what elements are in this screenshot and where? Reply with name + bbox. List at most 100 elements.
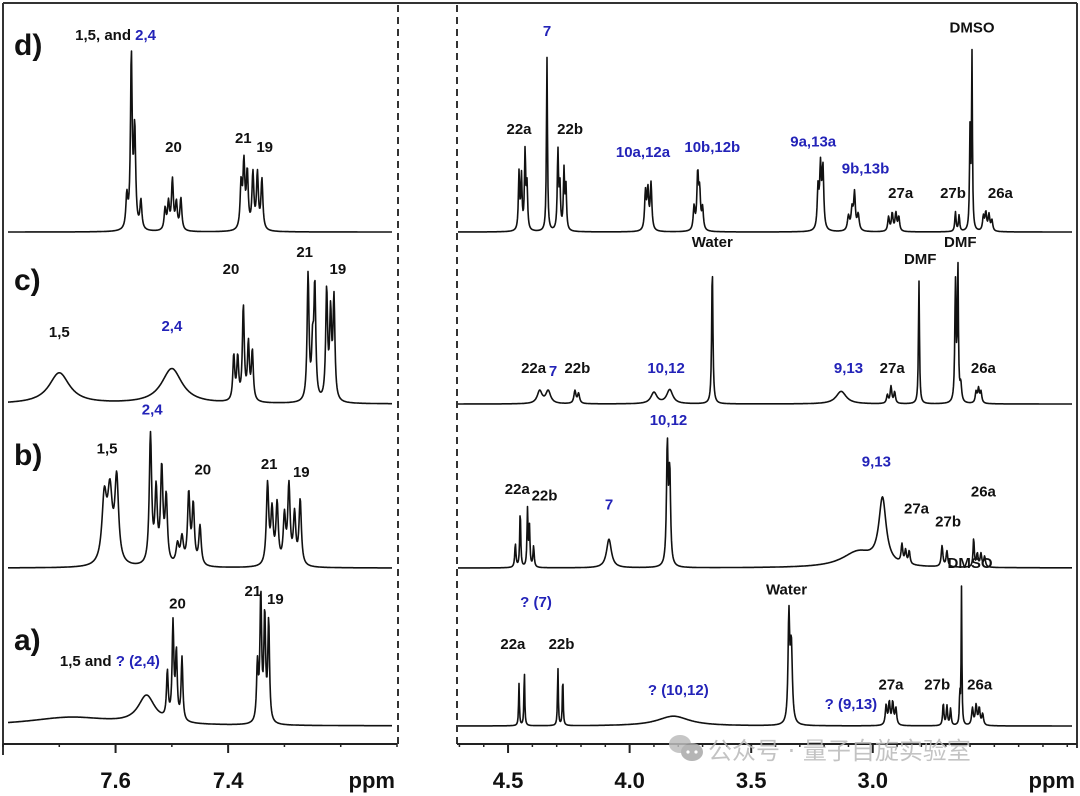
aliphatic-tick-label: 3.0 bbox=[857, 768, 888, 793]
peak-label-part: 9,13 bbox=[834, 360, 863, 377]
peak-label-d: 20 bbox=[165, 139, 182, 156]
peak-label-d: 9b,13b bbox=[842, 160, 890, 177]
peak-label-a: 26a bbox=[967, 677, 993, 694]
spectrum-c-aliphatic bbox=[457, 261, 1073, 405]
x-axes: 7.6 7.4 ppm 4.5 4.0 3.5 3.0 ppm bbox=[2, 743, 1077, 793]
peak-label-a: 27b bbox=[924, 677, 950, 694]
peak-label-part: 2,4 bbox=[135, 27, 157, 44]
peak-label-part: DMF bbox=[944, 234, 977, 251]
peak-label-a: ? (7) bbox=[520, 594, 552, 611]
peak-label-c: 22a bbox=[521, 360, 547, 377]
peak-label-part: 21 bbox=[245, 583, 262, 600]
aromatic-tick-label: 7.6 bbox=[100, 768, 131, 793]
peak-label-d: 27a bbox=[888, 185, 914, 202]
peak-label-a: Water bbox=[766, 581, 807, 598]
peak-label-b: 2,4 bbox=[142, 402, 164, 419]
peak-label-part: 19 bbox=[293, 464, 310, 481]
peak-label-part: 1,5 bbox=[97, 441, 118, 458]
peak-label-c: DMF bbox=[904, 251, 937, 268]
peak-label-b: 7 bbox=[605, 497, 613, 514]
peak-label-d: 21 bbox=[235, 130, 252, 147]
peak-label-c: 22b bbox=[564, 360, 590, 377]
spectrum-a-aromatic bbox=[7, 590, 393, 727]
peak-label-d: DMSO bbox=[950, 20, 995, 37]
peak-label-part: Water bbox=[766, 581, 807, 598]
peak-label-a: 19 bbox=[267, 591, 284, 608]
peak-label-part: 26a bbox=[971, 360, 997, 377]
peak-label-b: 27b bbox=[935, 513, 961, 530]
peak-label-b: 26a bbox=[971, 484, 997, 501]
peak-label-c: 27a bbox=[880, 360, 906, 377]
peak-label-part: 1,5 bbox=[49, 324, 70, 341]
peak-label-part: 1,5 and bbox=[60, 653, 116, 670]
peak-label-d: 10b,12b bbox=[684, 139, 740, 156]
panel-letter-c: c) bbox=[14, 264, 41, 297]
peak-label-d: 9a,13a bbox=[790, 134, 837, 151]
peak-label-c: 19 bbox=[330, 261, 347, 278]
left-frame bbox=[2, 2, 1078, 755]
peak-label-c: 9,13 bbox=[834, 360, 863, 377]
spectra bbox=[7, 48, 1073, 727]
peak-label-c: 2,4 bbox=[161, 318, 183, 335]
peak-label-d: 10a,12a bbox=[616, 144, 671, 161]
peak-label-part: 22a bbox=[500, 636, 526, 653]
peak-label-d: 22b bbox=[557, 121, 583, 138]
peak-label-a: ? (10,12) bbox=[648, 682, 709, 699]
aliphatic-unit-label: ppm bbox=[1029, 768, 1075, 793]
spectrum-d-aromatic bbox=[7, 50, 393, 233]
peak-label-a: 21 bbox=[245, 583, 262, 600]
aliphatic-tick-label: 4.0 bbox=[614, 768, 645, 793]
peak-label-part: 20 bbox=[165, 139, 182, 156]
peak-label-part: 19 bbox=[267, 591, 284, 608]
peak-label-part: 27b bbox=[935, 513, 961, 530]
panel-letters: d) c) b) a) bbox=[14, 29, 42, 657]
peak-label-a: 22b bbox=[549, 636, 575, 653]
peak-label-part: ? (10,12) bbox=[648, 682, 709, 699]
wechat-icon bbox=[669, 735, 703, 761]
peak-label-part: 22b bbox=[549, 636, 575, 653]
peak-label-part: 9a,13a bbox=[790, 134, 837, 151]
spectrum-c-aromatic bbox=[7, 270, 393, 405]
spectrum-d-aliphatic bbox=[457, 48, 1073, 233]
aromatic-unit-label: ppm bbox=[349, 768, 395, 793]
watermark-text: 公众号 · 量子自旋实验室 bbox=[708, 737, 971, 765]
panel-letter-b: b) bbox=[14, 439, 42, 472]
peak-label-part: 21 bbox=[296, 244, 313, 261]
peak-label-part: ? (2,4) bbox=[116, 653, 160, 670]
peak-label-part: 22b bbox=[564, 360, 590, 377]
peak-label-part: 22b bbox=[532, 487, 558, 504]
peak-label-part: DMF bbox=[904, 251, 937, 268]
peak-label-part: 27a bbox=[904, 500, 930, 517]
peak-label-d: 7 bbox=[543, 23, 551, 40]
peak-label-part: Water bbox=[692, 234, 733, 251]
peak-label-part: 19 bbox=[330, 261, 347, 278]
panel-letter-d: d) bbox=[14, 29, 42, 62]
peak-label-part: 20 bbox=[223, 261, 240, 278]
peak-label-part: 10a,12a bbox=[616, 144, 671, 161]
aromatic-tick-label: 7.4 bbox=[213, 768, 244, 793]
peak-label-part: 26a bbox=[967, 677, 993, 694]
peak-label-part: 22b bbox=[557, 121, 583, 138]
peak-label-c: 7 bbox=[549, 363, 557, 380]
peak-label-c: 21 bbox=[296, 244, 313, 261]
peak-label-part: 7 bbox=[543, 23, 551, 40]
peak-label-part: 10b,12b bbox=[684, 139, 740, 156]
peak-label-d: 26a bbox=[988, 185, 1014, 202]
aliphatic-tick-label: 4.5 bbox=[493, 768, 524, 793]
peak-label-part: 2,4 bbox=[142, 402, 164, 419]
peak-label-b: 10,12 bbox=[650, 412, 688, 429]
peak-label-part: 7 bbox=[605, 497, 613, 514]
peak-label-a: DMSO bbox=[948, 555, 993, 572]
spectrum-b-aromatic bbox=[7, 430, 393, 569]
peak-label-part: 9b,13b bbox=[842, 160, 890, 177]
peak-label-a: ? (9,13) bbox=[825, 696, 878, 713]
panel-letter-a: a) bbox=[14, 624, 41, 657]
peak-label-c: 10,12 bbox=[647, 360, 685, 377]
peak-label-part: 22a bbox=[521, 360, 547, 377]
peak-label-c: 20 bbox=[223, 261, 240, 278]
peak-label-part: 1,5, and bbox=[75, 27, 135, 44]
peak-label-c: DMF bbox=[944, 234, 977, 251]
peak-label-d: 22a bbox=[506, 121, 532, 138]
